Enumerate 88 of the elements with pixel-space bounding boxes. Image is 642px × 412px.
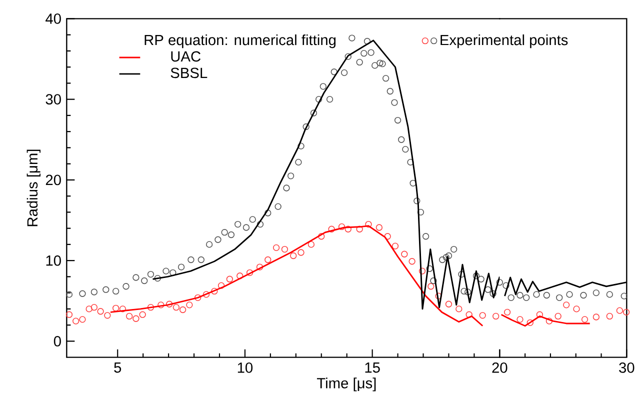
point [211,288,218,295]
legend-label: SBSL [170,68,208,78]
point [523,294,530,301]
x-tick-label: 5 [114,362,122,373]
point [246,269,254,276]
point [308,241,315,248]
point [147,304,154,311]
point [365,220,372,228]
point [606,291,613,298]
point [226,276,234,282]
point [622,308,630,316]
point [502,282,510,289]
point [318,233,325,240]
point [281,246,288,253]
point [445,300,452,308]
point [526,319,534,326]
point [66,311,73,318]
point [338,223,346,230]
point [72,318,80,324]
point [132,315,140,322]
point [492,312,500,320]
point [179,306,186,314]
point [172,304,180,311]
point [418,268,426,274]
y-tick-label: 30 [46,94,61,105]
x-tick-label: 30 [619,362,634,373]
y-tick-label: 20 [46,174,61,186]
point [298,249,304,256]
legend-label: UAC [171,51,201,62]
point [546,318,553,324]
y-tick-label: 10 [46,255,61,266]
point [592,314,600,320]
point [194,294,202,301]
point [79,316,86,323]
point [554,312,562,320]
point [504,308,511,316]
point [408,258,416,265]
point [581,316,588,323]
point [158,302,164,308]
x-axis-title: Time [μs] [316,378,376,392]
point [508,294,514,301]
point [620,292,628,300]
point [580,292,587,299]
point [401,250,408,258]
point [236,272,244,280]
point [139,311,146,318]
point [112,304,120,312]
point [376,224,383,231]
point [479,312,486,319]
y-axis-title: Radius [μm] [26,150,40,226]
x-tick-label: 10 [238,362,253,373]
point [428,283,434,290]
point [104,312,111,319]
point [516,292,524,299]
point [90,304,98,311]
x-tick-label: 20 [492,362,508,373]
point [456,306,462,312]
point [264,256,272,264]
point [119,306,126,312]
y-tick-label: 40 [46,13,61,24]
point [202,291,210,298]
x-tick-label: 15 [365,362,380,373]
point [563,302,570,308]
point [126,312,133,320]
point [573,306,580,312]
point [616,307,624,314]
point [392,242,399,250]
legend-label: Experimental points [440,34,568,48]
point [344,226,352,232]
point [256,264,264,270]
point [272,244,280,252]
point [328,226,335,232]
point [218,282,225,289]
point [290,252,297,260]
point [556,294,563,301]
point [533,291,540,298]
point [97,308,104,315]
point [186,302,193,308]
point [166,300,173,308]
y-tick-label: 0 [54,336,61,346]
point [543,292,550,299]
point [536,311,544,318]
point [516,316,524,323]
legend-title: RP equation: numerical fitting [144,34,336,48]
point [606,312,613,320]
point [592,289,600,296]
point [86,306,92,312]
point [566,291,573,298]
